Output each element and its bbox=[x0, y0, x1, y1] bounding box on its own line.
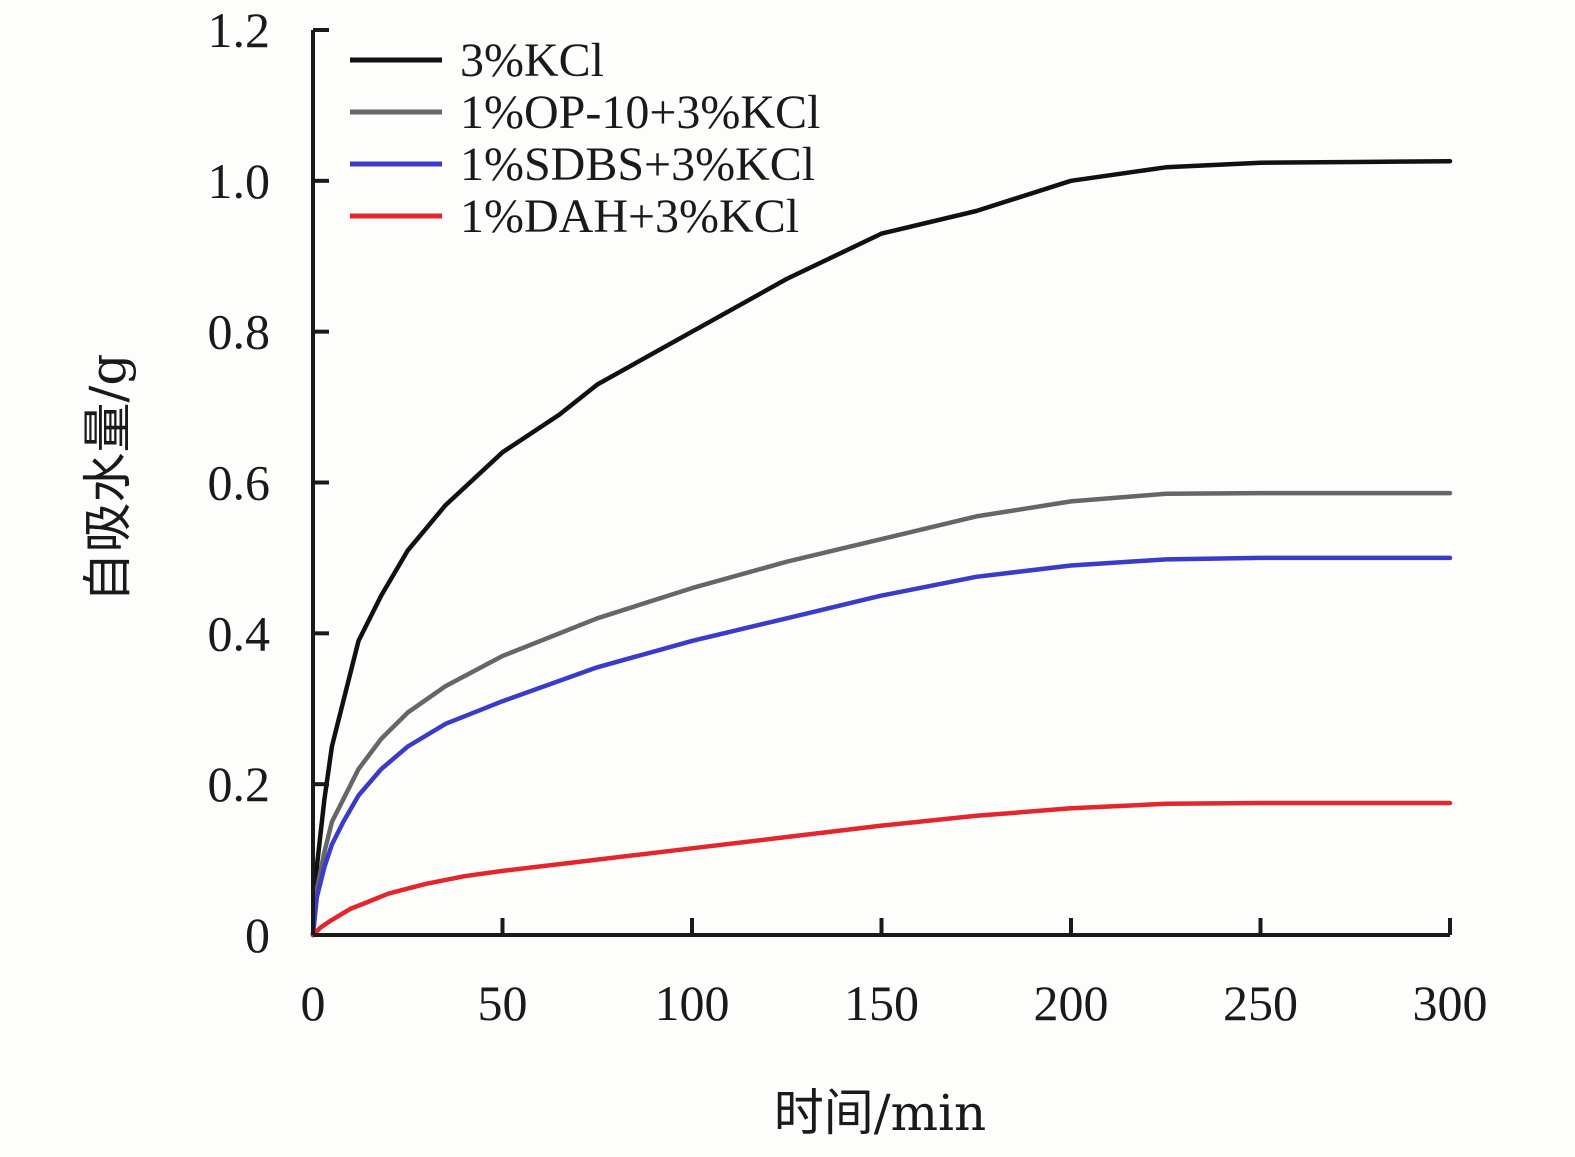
legend-label: 1%OP-10+3%KCl bbox=[460, 86, 820, 139]
x-axis-label: 时间/min bbox=[774, 1084, 986, 1142]
y-ticks: 0 0.2 0.4 0.6 0.8 1.0 1.2 bbox=[208, 2, 329, 963]
x-tick-label: 0 bbox=[301, 975, 326, 1031]
y-tick-label: 0.6 bbox=[208, 455, 271, 511]
series-line-4 bbox=[310, 800, 1453, 938]
x-tick-label: 300 bbox=[1413, 975, 1488, 1031]
y-tick-label: 1.0 bbox=[208, 153, 271, 209]
x-tick-label: 250 bbox=[1223, 975, 1298, 1031]
y-tick-label: 0 bbox=[245, 907, 270, 963]
series-line-3 bbox=[310, 555, 1453, 938]
series-line-1 bbox=[310, 158, 1453, 938]
series-line-2 bbox=[310, 490, 1453, 938]
x-tick-label: 100 bbox=[655, 975, 730, 1031]
y-tick-label: 0.8 bbox=[208, 304, 271, 360]
legend-label: 1%DAH+3%KCl bbox=[460, 190, 799, 243]
x-tick-label: 200 bbox=[1034, 975, 1109, 1031]
legend-label: 1%SDBS+3%KCl bbox=[460, 138, 815, 191]
y-tick-label: 0.4 bbox=[208, 605, 271, 661]
x-ticks: 0 50 100 150 200 250 300 bbox=[301, 918, 1488, 1031]
plot-area bbox=[310, 158, 1453, 938]
legend-label: 3%KCl bbox=[460, 34, 604, 87]
x-tick-label: 150 bbox=[844, 975, 919, 1031]
y-tick-label: 0.2 bbox=[208, 756, 271, 812]
y-axis-label: 自吸水量/g bbox=[79, 354, 137, 603]
x-tick-label: 50 bbox=[478, 975, 528, 1031]
legend: 3%KCl1%OP-10+3%KCl1%SDBS+3%KCl1%DAH+3%KC… bbox=[350, 34, 820, 243]
y-tick-label: 1.2 bbox=[208, 2, 271, 58]
